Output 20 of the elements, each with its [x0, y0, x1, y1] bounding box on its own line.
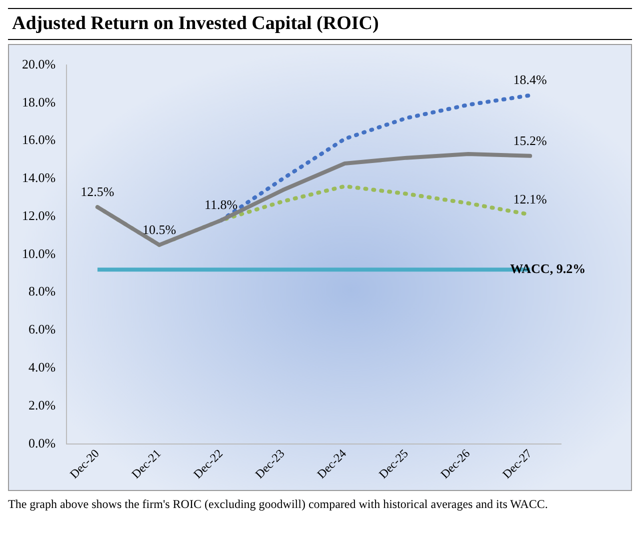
annotation: 12.1%	[513, 192, 548, 207]
y-tick-label: 4.0%	[28, 360, 56, 374]
y-tick-label: 0.0%	[28, 435, 56, 450]
chart-title: Adjusted Return on Invested Capital (ROIC)	[8, 8, 632, 40]
annotation: 10.5%	[142, 222, 176, 237]
text: The graph above shows the firm's ROIC (excluding goodwill) compared with historical averages and its WACC.	[8, 497, 549, 512]
y-tick-label: 2.0%	[28, 397, 56, 412]
annotation: 12.5%	[80, 184, 114, 199]
annotation: 18.4%	[513, 72, 548, 88]
y-tick-label: 18.0%	[22, 94, 56, 110]
y-tick-label: 20.0%	[22, 56, 56, 72]
y-tick-label: 12.0%	[22, 208, 56, 223]
ref-line-label: WACC, 9.2%	[510, 260, 586, 276]
y-tick-label: 10.0%	[22, 246, 56, 261]
y-tick-label: 16.0%	[22, 132, 56, 148]
y-tick-label: 14.0%	[22, 170, 56, 186]
y-tick-label: 6.0%	[28, 322, 56, 337]
y-tick-label: 8.0%	[28, 284, 56, 299]
annotation: 11.8%	[204, 197, 238, 212]
annotation: 15.2%	[513, 132, 548, 148]
